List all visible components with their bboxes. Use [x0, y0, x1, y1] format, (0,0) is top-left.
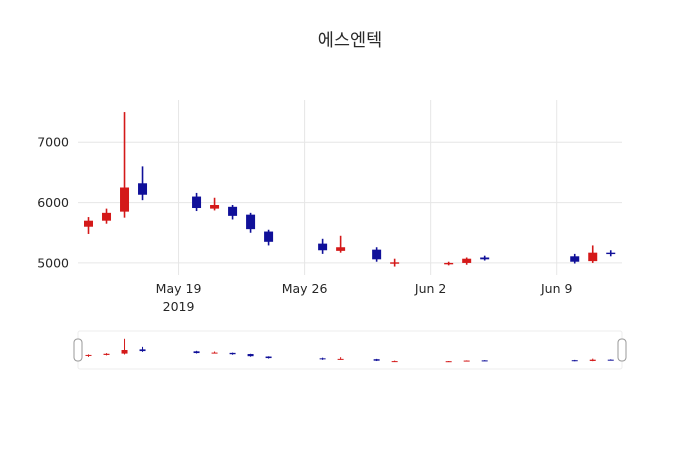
x-tick-label: May 19 — [156, 281, 202, 296]
candlestick — [102, 208, 112, 224]
candlestick — [120, 112, 130, 218]
candlestick — [210, 197, 220, 211]
candlestick — [336, 235, 346, 253]
candlestick — [318, 238, 328, 254]
chart-title: 에스엔텍 — [318, 31, 382, 51]
plot-area[interactable] — [78, 100, 622, 275]
rangeslider-right-handle[interactable] — [617, 338, 627, 362]
y-tick-label: 7000 — [37, 135, 69, 150]
rangeslider-left-handle[interactable] — [73, 338, 83, 362]
rangeslider-mini-candles — [85, 338, 614, 363]
candlestick — [372, 247, 382, 262]
candlestick — [606, 250, 616, 257]
candlestick — [588, 245, 598, 263]
candlestick — [570, 253, 580, 264]
candlestick — [228, 205, 238, 220]
x-tick-label: May 26 — [282, 281, 328, 296]
rangeslider-track[interactable] — [77, 330, 623, 370]
y-axis: 5000 6000 7000 — [37, 135, 69, 271]
candlestick — [246, 212, 256, 233]
x-axis: May 19 2019 May 26 Jun 2 Jun 9 — [156, 281, 573, 314]
gridlines — [78, 100, 622, 275]
candlestick — [192, 192, 202, 212]
y-tick-label: 5000 — [37, 255, 69, 270]
candlestick — [462, 257, 472, 265]
x-tick-sublabel: 2019 — [163, 299, 195, 314]
candlestick — [138, 166, 148, 201]
x-tick-label: Jun 9 — [540, 281, 573, 296]
candlestick — [84, 217, 94, 234]
x-tick-label: Jun 2 — [414, 281, 446, 296]
candlestick — [480, 255, 490, 261]
y-tick-label: 6000 — [37, 195, 69, 210]
rangeslider[interactable] — [73, 330, 627, 370]
candlestick — [390, 258, 400, 267]
main-candles — [84, 112, 616, 267]
candlestick — [444, 261, 454, 266]
candlestick — [264, 229, 274, 246]
